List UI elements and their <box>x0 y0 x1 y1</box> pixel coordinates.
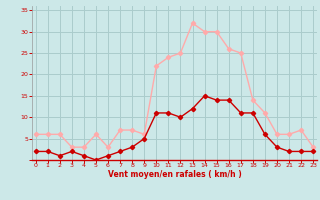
X-axis label: Vent moyen/en rafales ( km/h ): Vent moyen/en rafales ( km/h ) <box>108 170 241 179</box>
